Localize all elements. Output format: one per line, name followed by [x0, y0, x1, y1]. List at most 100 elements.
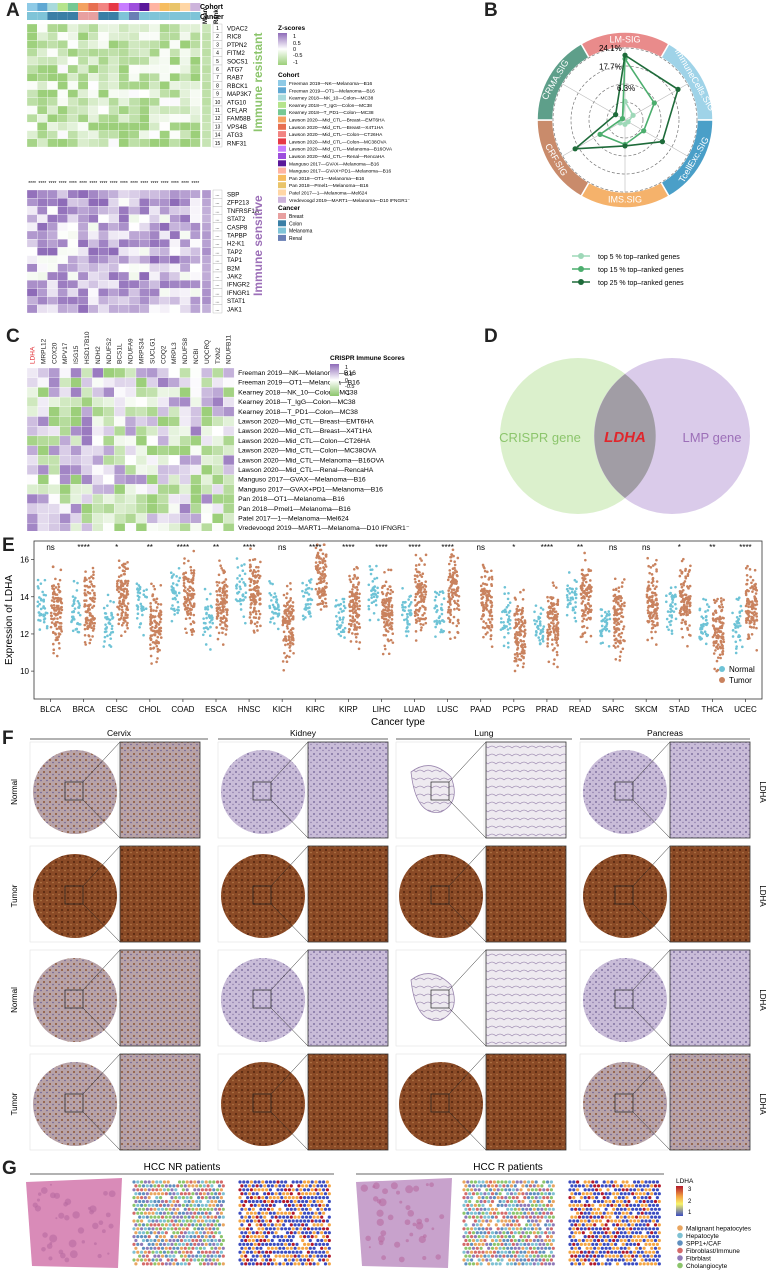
heat-cell	[190, 493, 202, 504]
tumor-point	[489, 637, 493, 641]
gene-column-label: LDHA	[29, 346, 36, 364]
spot	[134, 1231, 138, 1235]
spot	[204, 1188, 208, 1192]
normal-point	[202, 617, 205, 620]
venn-overlap	[594, 374, 656, 498]
tumor-point	[58, 578, 62, 582]
crispr-heatmap	[26, 367, 235, 531]
heat-cell	[159, 81, 170, 90]
normal-point	[177, 591, 181, 595]
heat-cell	[37, 406, 49, 417]
heat-cell	[128, 138, 140, 148]
tumor-point	[318, 590, 321, 593]
x-tick-label: BRCA	[73, 705, 96, 714]
tumor-point	[253, 602, 256, 606]
heat-cell	[179, 130, 191, 139]
tumor-point	[554, 586, 558, 589]
tumor-point	[316, 603, 319, 606]
heat-cell	[114, 464, 126, 475]
heat-cell	[157, 435, 169, 446]
heat-cell	[159, 239, 170, 248]
heat-cell	[81, 513, 93, 524]
tumor-point	[616, 608, 620, 611]
normal-point	[138, 625, 141, 629]
zoom-panel	[669, 741, 751, 839]
tissue-core	[221, 958, 305, 1042]
heat-cell	[128, 40, 140, 49]
tumor-point	[389, 568, 393, 572]
spot	[172, 1199, 176, 1204]
sig-mark: ****	[181, 181, 189, 187]
heat-cell	[77, 73, 89, 82]
normal-point	[572, 608, 576, 611]
heat-cell	[159, 230, 170, 240]
heat-cell	[223, 484, 235, 495]
heat-cell	[57, 230, 68, 240]
tumor-point	[190, 608, 193, 611]
tumor-point	[156, 650, 160, 653]
normal-point	[103, 640, 106, 643]
heat-cell	[26, 271, 38, 281]
tumor-point	[358, 641, 362, 644]
heat-cell	[81, 503, 93, 514]
heat-cell	[37, 387, 49, 398]
tumor-point	[678, 591, 682, 595]
heat-cell	[139, 105, 150, 115]
spot	[141, 1223, 146, 1227]
tumor-point	[655, 643, 658, 646]
ring-label: 17.7%	[599, 63, 622, 72]
gene-column-label: SUCLG1	[149, 338, 156, 364]
heat-cell	[108, 23, 119, 33]
normal-point	[502, 620, 505, 624]
tumor-point	[58, 621, 62, 625]
normal-point	[600, 624, 604, 628]
tumor-point	[650, 616, 654, 619]
spot	[206, 1238, 210, 1243]
zoom-box	[64, 989, 84, 1009]
normal-point	[507, 611, 511, 614]
heat-cell	[139, 304, 150, 314]
x-tick-labels: BLCA BRCA CESC CHOL COAD ESCA HNSC KICH KIRC KIRP…	[40, 699, 757, 714]
tumor-point	[655, 585, 658, 588]
tumor-point	[424, 621, 428, 625]
tumor-point	[285, 614, 289, 617]
normal-point	[604, 625, 607, 629]
heat-cell	[159, 105, 170, 115]
zoom-box	[430, 781, 450, 801]
spot	[136, 1250, 140, 1254]
heat-cell	[47, 122, 58, 131]
cohort-legend-item: Kearney 2018—T_IgG—Colon—MC38	[289, 103, 372, 109]
zoom-box	[252, 989, 272, 1009]
heat-cell	[135, 435, 148, 446]
gene-column-label: MRPS34	[138, 338, 145, 364]
heat-cell	[108, 138, 119, 148]
spot	[200, 1203, 204, 1207]
tumor-point	[348, 603, 351, 606]
tumor-point	[348, 578, 352, 581]
spot	[147, 1188, 151, 1192]
he-texture	[103, 1190, 108, 1196]
tumor-point	[389, 588, 393, 592]
tumor-point	[189, 611, 192, 615]
tumor-point	[423, 583, 426, 587]
spot	[170, 1258, 174, 1262]
tumor-point	[646, 589, 649, 593]
tumor-point	[389, 638, 393, 642]
heat-cell	[108, 48, 119, 57]
mean-cell	[201, 64, 212, 74]
tumor-point	[58, 646, 61, 650]
zoom-box	[614, 1093, 634, 1113]
tumor-point	[57, 582, 60, 586]
normal-point	[534, 604, 538, 607]
normal-point	[401, 603, 404, 607]
tumor-point	[750, 620, 753, 624]
tumor-point	[581, 614, 584, 618]
spot	[132, 1203, 136, 1207]
tumor-point	[719, 621, 723, 624]
heat-cell	[118, 40, 130, 49]
spot	[155, 1180, 159, 1184]
spot	[204, 1219, 208, 1223]
heat-cell	[118, 280, 130, 289]
heat-cell	[190, 296, 201, 305]
spot	[204, 1203, 208, 1207]
